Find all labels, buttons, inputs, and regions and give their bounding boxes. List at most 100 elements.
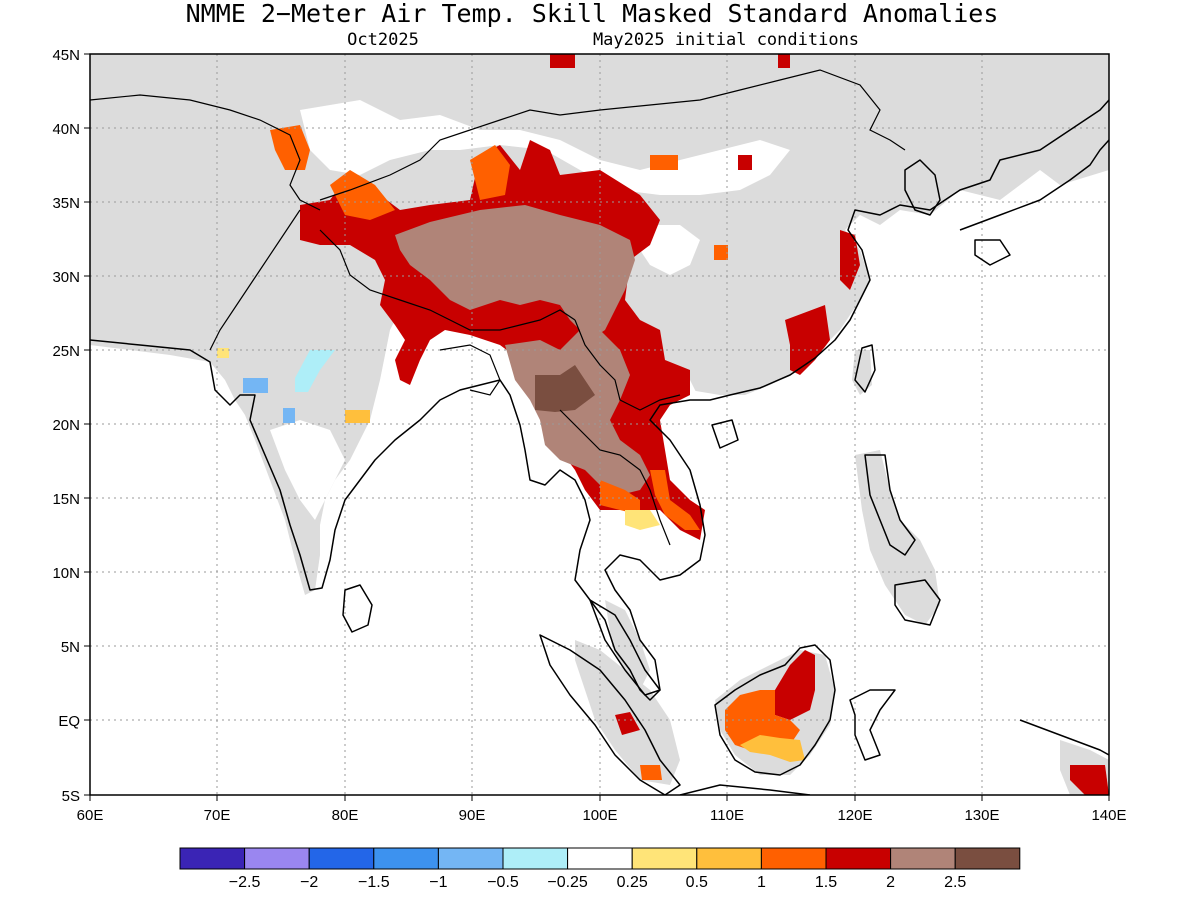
coastlines [90, 99, 1109, 795]
anomaly-lightorange-borneo [740, 735, 805, 762]
coast-taiwan [854, 344, 876, 393]
lat-label: 10N [52, 565, 80, 582]
colorbar-swatch [631, 847, 698, 870]
lon-label: 120E [837, 807, 872, 824]
anomaly-red-sumatra [615, 712, 640, 735]
country-borders [90, 69, 906, 546]
masked-taiwan [852, 350, 872, 395]
anomaly-red-mongolia [550, 54, 575, 68]
colorbar-swatch [179, 847, 246, 870]
anomaly-orange-sumatra-south [640, 765, 662, 780]
coast-japan [959, 139, 1109, 231]
coast-borneo [714, 644, 836, 776]
lat-label: 25N [52, 343, 80, 360]
lat-label: 35N [52, 195, 80, 212]
colorbar-swatch [890, 847, 956, 870]
anomaly-red-north [778, 54, 790, 68]
anomaly-tan-tibet [395, 205, 635, 340]
lat-label: 5N [61, 639, 80, 656]
colorbar-swatch [954, 847, 1021, 870]
border-india-pak [209, 209, 301, 351]
coast-java [679, 784, 811, 795]
anomaly-orange-china-north [650, 155, 678, 170]
anomaly-red-borneo-core [775, 650, 815, 720]
lat-label: 30N [52, 269, 80, 286]
border-central-asia [90, 94, 321, 211]
initial-conditions-label: May2025 initial conditions [593, 30, 859, 50]
colorbar-label: −2.5 [229, 874, 261, 891]
coast-hainan [711, 419, 739, 449]
neutral-china-east [640, 225, 700, 275]
colorbar-swatch [373, 847, 439, 870]
lat-axis: 45N 40N 35N 30N 25N 20N 15N 10N 5N EQ 5S [52, 47, 90, 805]
coast-korea [904, 159, 941, 216]
colorbar-swatch [244, 847, 310, 870]
coast-srilanka [342, 584, 373, 633]
lon-label: 110E [710, 807, 744, 824]
lat-label: 40N [52, 121, 80, 138]
border-burma-china [574, 319, 681, 411]
lon-label: 100E [582, 807, 617, 824]
anomaly-blue-india-2 [283, 408, 295, 423]
coast-sumatra [539, 634, 681, 795]
anomaly-layer [217, 54, 1109, 795]
masked-malaya [605, 600, 650, 690]
border-china-north [319, 69, 906, 201]
lon-label: 90E [459, 807, 486, 824]
lon-label: 130E [964, 807, 999, 824]
anomaly-orange-india-central [345, 410, 370, 423]
coast-philippines-luzon [864, 454, 916, 556]
border-indochina [559, 409, 671, 546]
valid-month-label: Oct2025 [347, 30, 419, 50]
coast-sulawesi [849, 689, 896, 761]
lat-label: EQ [58, 713, 80, 730]
colorbar-label: 1.5 [815, 874, 837, 891]
colorbar-swatch [502, 847, 569, 870]
coast-japan-south [974, 239, 1011, 266]
coast-india [90, 99, 1109, 701]
colorbar-label: −0.25 [547, 874, 588, 891]
lon-axis: 60E 70E 80E 90E 100E 110E 120E 130E 140E [77, 795, 1127, 824]
lat-label: 5S [62, 788, 80, 805]
lat-label: 15N [52, 491, 80, 508]
lon-label: 140E [1091, 807, 1126, 824]
colorbar-swatch [437, 847, 504, 870]
colorbar-swatch [760, 847, 827, 870]
anomaly-orange-china-central [714, 245, 728, 260]
colorbar-label: 1 [757, 874, 766, 891]
coast-newguinea [1019, 719, 1109, 756]
colorbar-swatch [308, 847, 375, 870]
coast-malaya [589, 599, 661, 696]
anomaly-lightblue-india [295, 350, 335, 392]
anomaly-red-china-north [738, 155, 752, 170]
colorbar-label: 2 [886, 874, 895, 891]
colorbar: −2.5 −2 −1.5 −1 −0.5 −0.25 0.25 0.5 1 1.5 2 2.5 [179, 847, 1021, 891]
anomaly-red-papua [1070, 765, 1109, 795]
anomaly-brown-myanmar [535, 365, 595, 412]
colorbar-swatch [567, 847, 633, 870]
colorbar-label: 2.5 [944, 874, 966, 891]
coast-philippines-mindanao [894, 579, 941, 626]
colorbar-label: −0.5 [487, 874, 519, 891]
anomaly-blue-india-1 [243, 378, 268, 393]
border-bangladesh [439, 344, 501, 396]
colorbar-label: −2 [300, 874, 318, 891]
colorbar-swatch [696, 847, 762, 870]
lat-label: 20N [52, 417, 80, 434]
lat-label: 45N [52, 47, 80, 64]
figure-title: NMME 2−Meter Air Temp. Skill Masked Stan… [186, 0, 999, 28]
neutral-india-south [270, 420, 345, 520]
colorbar-label: 0.25 [617, 874, 648, 891]
anomaly-orange-tibet-north [330, 170, 395, 220]
colorbar-swatch [825, 847, 892, 870]
colorbar-label: −1 [429, 874, 447, 891]
lon-label: 60E [77, 807, 104, 824]
anomaly-red-china-south [785, 305, 830, 375]
anomaly-yellow-india-west [217, 348, 229, 358]
lon-label: 80E [332, 807, 359, 824]
border-himalaya [319, 229, 576, 331]
anomaly-orange-laos [650, 470, 700, 530]
colorbar-label: −1.5 [358, 874, 390, 891]
lon-label: 70E [204, 807, 231, 824]
